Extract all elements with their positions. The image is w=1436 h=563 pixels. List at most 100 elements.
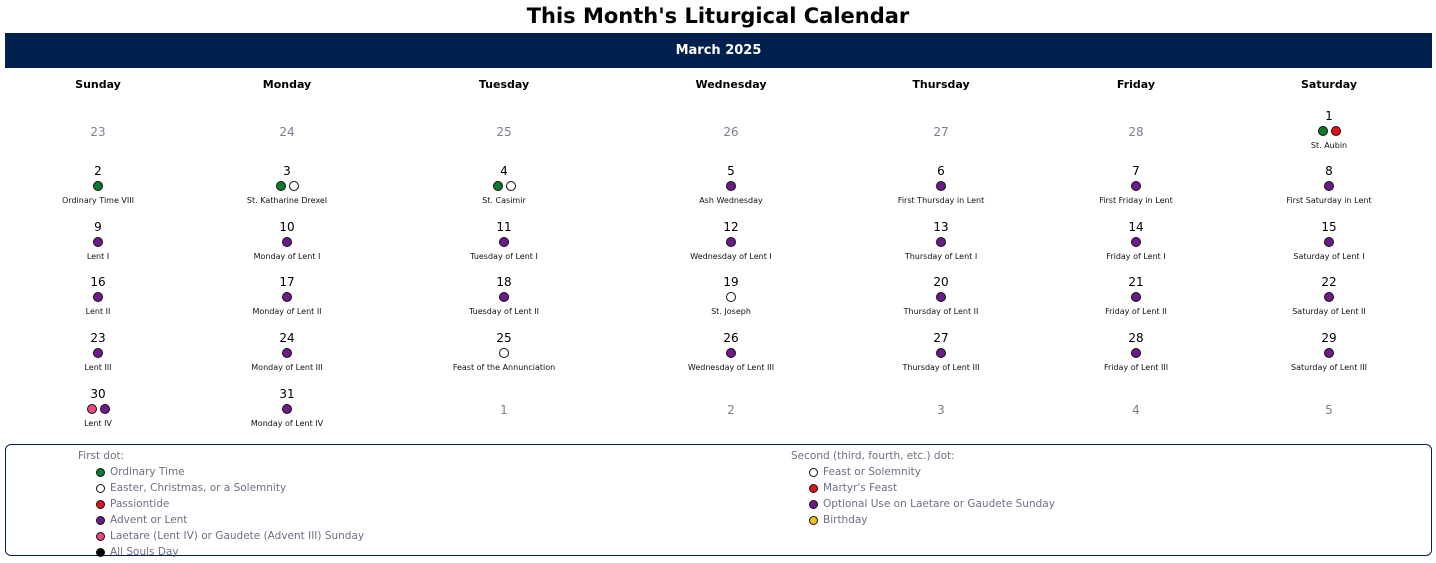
celebration-label: Lent IV: [84, 419, 112, 428]
calendar-day-cell: 2 Ordinary Time VIII: [0, 164, 218, 206]
calendar-day-cell: 3: [821, 403, 1061, 417]
purple-dot-icon: [1324, 181, 1334, 191]
celebration-label: Monday of Lent II: [252, 307, 322, 316]
calendar-day-cell: 14 Friday of Lent I: [1016, 220, 1256, 262]
day-number: 31: [279, 387, 295, 401]
celebration-dots: [1209, 126, 1436, 138]
calendar-day-cell: 23 Lent III: [0, 331, 218, 373]
celebration-label: Monday of Lent IV: [250, 419, 324, 428]
celebration-dots: [1209, 292, 1436, 304]
rose-dot-icon: [86, 404, 97, 414]
celebration-label: St. Aubin: [1310, 141, 1348, 150]
celebration-dots: [1016, 181, 1256, 193]
celebration-dots: [167, 237, 407, 249]
celebration-label: Lent I: [86, 252, 110, 261]
day-number: 28: [1128, 331, 1144, 345]
legend-item: Optional Use on Laetare or Gaudete Sunda…: [791, 496, 1055, 512]
calendar-day-cell: 22 Saturday of Lent II: [1209, 275, 1436, 317]
legend-item-label: Martyr's Feast: [823, 482, 898, 494]
calendar-day-cell: 16 Lent II: [0, 275, 218, 317]
celebration-dots: [1209, 348, 1436, 360]
celebration-dots: [821, 237, 1061, 249]
white-dot-icon: [726, 292, 736, 302]
white-dot-icon: [96, 483, 105, 493]
day-number: 27: [933, 331, 949, 345]
legend-item-label: Laetare (Lent IV) or Gaudete (Advent III…: [110, 530, 365, 542]
purple-dot-icon: [282, 404, 292, 414]
celebration-dots: [0, 237, 218, 249]
celebration-dots: [1209, 181, 1436, 193]
calendar-day-cell: 5 Ash Wednesday: [611, 164, 851, 206]
legend-first-heading: First dot:: [78, 450, 125, 462]
day-number: 3: [937, 403, 945, 417]
celebration-label: St. Joseph: [711, 307, 751, 316]
calendar-day-cell: 1: [384, 403, 624, 417]
celebration-dots: [1209, 237, 1436, 249]
celebration-label: Friday of Lent I: [1106, 252, 1166, 261]
day-number: 21: [1128, 275, 1144, 289]
red-dot-icon: [809, 483, 818, 493]
calendar-day-cell: 10 Monday of Lent I: [167, 220, 407, 262]
legend-item: Birthday: [791, 512, 1055, 528]
day-number: 14: [1128, 220, 1144, 234]
purple-dot-icon: [726, 181, 736, 191]
calendar-day-cell: 1 St. Aubin: [1209, 109, 1436, 151]
legend-first-dot: First dot: Ordinary Time Easter, Christma…: [78, 448, 364, 560]
celebration-dots: [384, 237, 624, 249]
day-number: 23: [90, 125, 106, 139]
calendar-day-cell: 17 Monday of Lent II: [167, 275, 407, 317]
black-dot-icon: [96, 547, 105, 557]
celebration-label: St. Katharine Drexel: [246, 196, 328, 205]
legend-item-label: Passiontide: [110, 498, 170, 510]
legend-item: Advent or Lent: [78, 512, 364, 528]
day-number: 2: [94, 164, 102, 178]
day-number: 3: [283, 164, 291, 178]
legend-item-label: Advent or Lent: [110, 514, 188, 526]
calendar-day-cell: 30 Lent IV: [0, 387, 218, 429]
celebration-dots: [611, 348, 851, 360]
green-dot-icon: [93, 181, 103, 191]
calendar-day-cell: 20 Thursday of Lent II: [821, 275, 1061, 317]
day-number: 30: [90, 387, 106, 401]
purple-dot-icon: [936, 237, 946, 247]
calendar-day-cell: 9 Lent I: [0, 220, 218, 262]
day-number: 24: [279, 125, 295, 139]
celebration-dots: [821, 181, 1061, 193]
legend-item: Laetare (Lent IV) or Gaudete (Advent III…: [78, 528, 364, 544]
purple-dot-icon: [726, 237, 736, 247]
purple-dot-icon: [1131, 237, 1141, 247]
day-number: 27: [933, 125, 949, 139]
purple-dot-icon: [809, 499, 818, 509]
day-number: 26: [723, 125, 739, 139]
celebration-label: Feast of the Annunciation: [452, 363, 556, 372]
calendar-day-cell: 5: [1209, 403, 1436, 417]
day-number: 16: [90, 275, 106, 289]
celebration-dots: [167, 348, 407, 360]
purple-dot-icon: [282, 237, 292, 247]
calendar-day-cell: 7 First Friday in Lent: [1016, 164, 1256, 206]
legend-item-label: Easter, Christmas, or a Solemnity: [110, 482, 287, 494]
celebration-label: Thursday of Lent III: [902, 363, 980, 372]
day-number: 1: [1325, 109, 1333, 123]
purple-dot-icon: [96, 515, 105, 525]
calendar-day-cell: 24: [167, 125, 407, 139]
day-number: 7: [1132, 164, 1140, 178]
purple-dot-icon: [1131, 292, 1141, 302]
day-number: 25: [496, 331, 512, 345]
celebration-label: Friday of Lent III: [1103, 363, 1169, 372]
celebration-label: Tuesday of Lent II: [468, 307, 540, 316]
purple-dot-icon: [1131, 181, 1141, 191]
day-number: 23: [90, 331, 106, 345]
legend-item: All Souls Day: [78, 544, 364, 560]
day-number: 17: [279, 275, 295, 289]
day-number: 8: [1325, 164, 1333, 178]
calendar-day-cell: 18 Tuesday of Lent II: [384, 275, 624, 317]
celebration-dots: [167, 292, 407, 304]
purple-dot-icon: [99, 404, 110, 414]
celebration-label: Lent II: [85, 307, 111, 316]
legend-item: Ordinary Time: [78, 464, 364, 480]
calendar-day-cell: 25: [384, 125, 624, 139]
celebration-label: Ordinary Time VIII: [62, 196, 134, 205]
calendar-day-cell: 15 Saturday of Lent I: [1209, 220, 1436, 262]
white-dot-icon: [499, 348, 509, 358]
